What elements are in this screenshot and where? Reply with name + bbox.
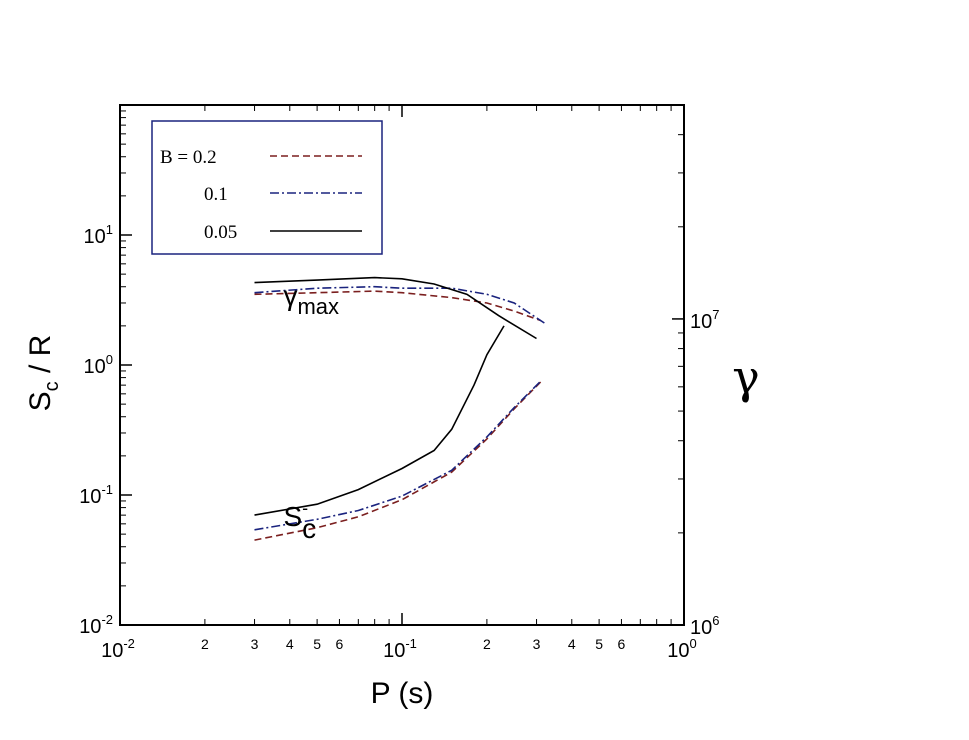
y-left-axis-title-sub: c [41,381,63,391]
y-left-axis-title-main: S [24,391,57,411]
y-right-tick-label-exponent: 6 [712,613,719,628]
y-left-tick-label: 10-2 [79,612,113,638]
x-minor-tick-label: 3 [251,636,259,652]
x-minor-tick-label: 4 [286,636,294,652]
x-minor-tick-label: 6 [618,636,626,652]
annotation-gamma_max: γmax [283,280,339,319]
legend: B = 0.2 0.1 0.05 [151,120,383,255]
x-tick-label-exponent: 0 [690,636,697,651]
annotation-S_c: S-c [283,498,316,544]
y-left-tick-label-mantissa: 10 [84,226,106,248]
y-left-tick-label-mantissa: 10 [79,486,101,508]
x-minor-tick-label: 2 [483,636,491,652]
annotation-S_c-sub: c [302,513,316,544]
x-tick-labels: 10-2 10-1 100 [101,636,697,662]
x-tick-label: 10-2 [101,636,135,662]
legend-label: 0.05 [204,222,237,243]
annotation-S_c-sup: - [302,498,308,518]
major-tick-marks [119,104,685,626]
x-minor-tick-label: 4 [568,636,576,652]
y-left-tick-label-exponent: -1 [101,482,113,497]
y-right-tick-label: 106 [690,613,719,639]
x-tick-label-mantissa: 10 [101,640,123,662]
y-left-tick-label: 10-1 [79,482,113,508]
x-minor-tick-label: 3 [533,636,541,652]
x-minor-tick-label: 6 [336,636,344,652]
x-tick-label: 100 [667,636,696,662]
x-tick-label-exponent: -1 [405,636,417,651]
legend-label: 0.1 [204,184,228,205]
y-right-tick-label-mantissa: 10 [690,617,712,639]
x-minor-tick-label: 2 [201,636,209,652]
x-minor-tick-label: 5 [595,636,603,652]
series-line-gamma_max-0.05 [254,276,537,340]
y-right-tick-label-exponent: 7 [712,307,719,322]
series-line-S_c-0.1 [254,380,542,531]
y-left-tick-label: 101 [84,222,113,248]
y-left-tick-label-exponent: 1 [106,222,113,237]
series-layer [254,276,545,541]
x-tick-label-exponent: -2 [123,636,135,651]
x-axis-title: P (s) [371,677,434,710]
annotation-gamma_max-sub: max [297,294,339,319]
annotation-S_c-main: S [283,501,302,532]
series-line-gamma_max-0.1 [254,285,545,324]
y-right-axis-title: γ [732,350,760,404]
y-left-axis-title-rest: / R [24,335,57,382]
x-tick-label-mantissa: 10 [383,640,405,662]
legend-label: B = 0.2 [160,147,217,168]
y-left-tick-label-exponent: 0 [106,352,113,367]
y-left-tick-label-exponent: -2 [101,612,113,627]
annotations: γmax S-c [283,280,339,544]
y-left-tick-label: 100 [84,352,113,378]
y-left-tick-label-mantissa: 10 [79,616,101,638]
y-right-tick-label: 107 [690,307,719,333]
legend-box [151,120,383,255]
series-line-gamma_max-0.2 [254,290,541,322]
y-right-tick-label-mantissa: 10 [690,311,712,333]
x-tick-label-mantissa: 10 [667,640,689,662]
series-line-S_c-0.2 [254,381,542,541]
y-left-tick-label-mantissa: 10 [84,356,106,378]
x-minor-tick-label: 5 [313,636,321,652]
series-line-S_c-0.05 [254,325,505,516]
annotation-gamma_max-main: γ [283,280,297,311]
y-left-axis-title: Sc / R [24,335,63,412]
x-tick-label: 10-1 [383,636,417,662]
